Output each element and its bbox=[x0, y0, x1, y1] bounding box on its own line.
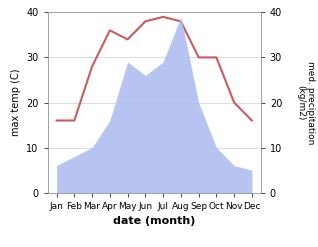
X-axis label: date (month): date (month) bbox=[113, 216, 196, 226]
Y-axis label: med. precipitation
(kg/m2): med. precipitation (kg/m2) bbox=[296, 61, 315, 144]
Y-axis label: max temp (C): max temp (C) bbox=[11, 69, 21, 136]
